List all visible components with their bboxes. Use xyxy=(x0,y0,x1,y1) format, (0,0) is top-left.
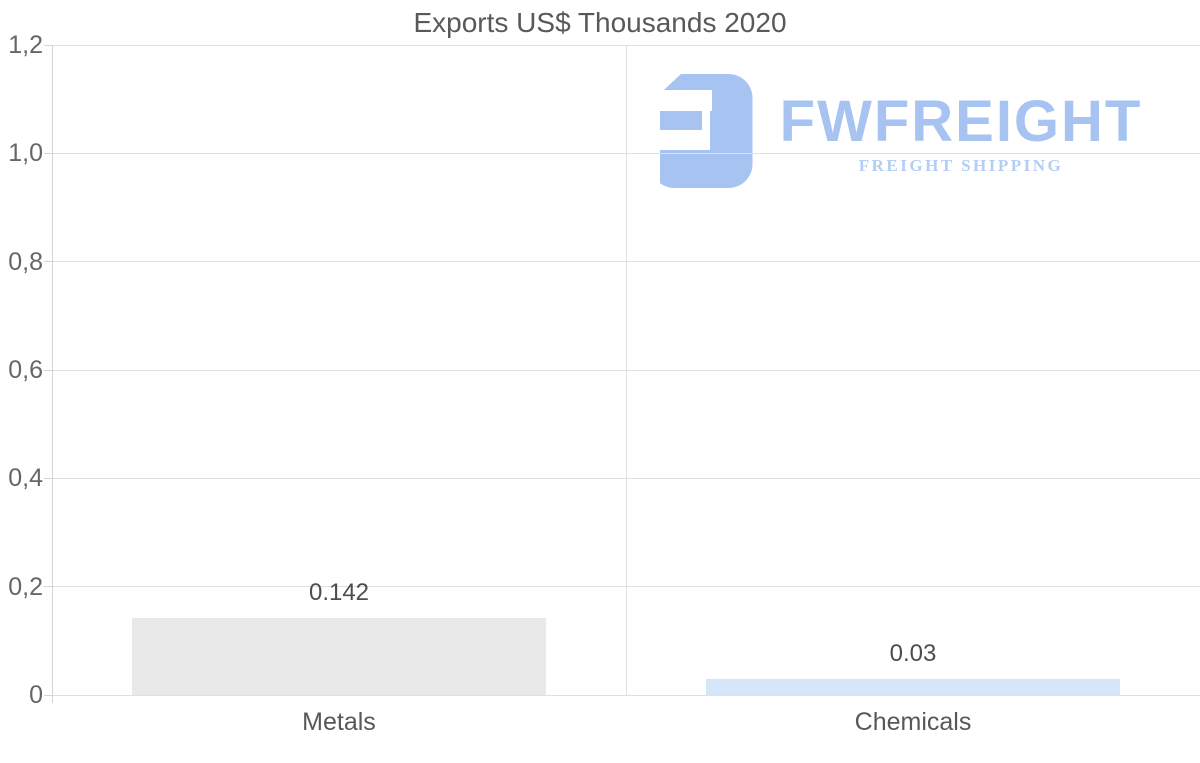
y-tick-mark xyxy=(44,477,52,479)
category-divider-gridline xyxy=(625,45,627,695)
x-axis-label-metals: Metals xyxy=(302,708,376,736)
bar-value-label: 0.03 xyxy=(889,639,937,667)
y-axis-line xyxy=(52,45,53,703)
y-tick-label: 1,0 xyxy=(8,139,43,168)
y-tick-label: 0 xyxy=(29,681,43,709)
y-tick-mark xyxy=(44,44,52,46)
bar-metals xyxy=(132,618,546,695)
chart-title: Exports US$ Thousands 2020 xyxy=(413,7,787,38)
y-tick-label: 0,2 xyxy=(8,572,43,601)
brand-name: FWFREIGHT xyxy=(779,89,1143,154)
bar-chemicals xyxy=(706,678,1120,695)
fwfreight-logo-mark-icon xyxy=(650,74,753,188)
y-tick-mark xyxy=(44,152,52,154)
y-tick-mark xyxy=(44,261,52,263)
y-tick-mark xyxy=(44,586,52,588)
bar-value-label: 0.142 xyxy=(308,579,370,607)
y-tick-label: 0,8 xyxy=(8,247,43,276)
y-tick-mark xyxy=(44,369,52,371)
gridline xyxy=(52,694,1200,696)
y-tick-label: 1,2 xyxy=(8,31,43,59)
y-tick-mark xyxy=(44,694,52,696)
x-axis-label-chemicals: Chemicals xyxy=(854,708,972,736)
y-tick-label: 0,4 xyxy=(8,464,43,493)
y-tick-label: 0,6 xyxy=(8,356,43,384)
brand-tagline: FREIGHT SHIPPING xyxy=(858,156,1064,175)
fwfreight-logo: FWFREIGHT FREIGHT SHIPPING xyxy=(650,72,1150,188)
